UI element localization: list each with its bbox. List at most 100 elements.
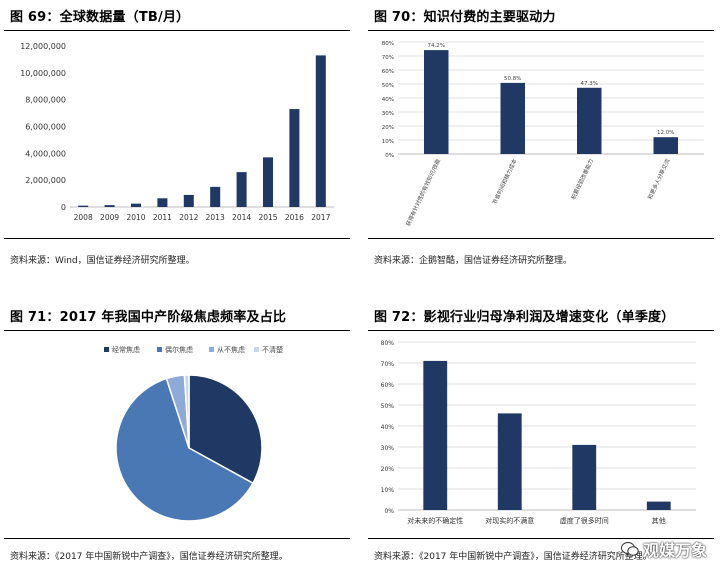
legend-label: 不清楚: [262, 345, 283, 354]
bar: [572, 444, 597, 510]
data-label: 50.8%: [504, 76, 521, 82]
x-tick-label: 2012: [179, 213, 198, 222]
x-tick-label: 2011: [153, 213, 172, 222]
title-rule: [4, 330, 350, 331]
y-tick-label: 50%: [381, 403, 395, 410]
y-tick-label: 10%: [382, 139, 394, 145]
data-label: 47.3%: [581, 81, 598, 87]
y-tick-label: 2,000,000: [25, 176, 66, 185]
chart-global-data-volume: 0 2,000,000 4,000,000 6,000,000 8,000,000 10,…: [20, 42, 334, 222]
pie-slice: [188, 374, 263, 485]
figure-title: 图 71：2017 年我国中产阶级焦虑频率及占比: [10, 310, 287, 325]
y-tick-label: 70%: [382, 55, 394, 61]
bar: [104, 205, 115, 207]
figure-title: 图 69：全球数据量（TB/月）: [10, 10, 190, 25]
y-tick-label: 80%: [382, 41, 394, 47]
x-tick-label: 2013: [206, 213, 225, 222]
legend-label: 偶尔焦虑: [165, 345, 193, 354]
pie-slice: [183, 374, 190, 449]
bar: [646, 501, 671, 510]
x-tick-label: 虚度了很多时间: [560, 516, 609, 525]
title-rule: [4, 30, 350, 31]
y-tick-label: 12,000,000: [20, 42, 66, 51]
bar: [210, 186, 221, 207]
title-rule: [368, 30, 714, 31]
y-tick-label: 80%: [381, 340, 395, 347]
y-tick-label: 6,000,000: [25, 123, 66, 132]
y-tick-label: 4,000,000: [25, 149, 66, 158]
legend-swatch: [209, 347, 214, 352]
data-label: 12.0%: [657, 130, 674, 136]
x-tick-label: 其他: [652, 516, 666, 525]
bar: [424, 50, 449, 154]
source-note: 资料来源：《2017 年中国新锐中产调查》，国信证券经济研究所整理。: [10, 552, 288, 562]
chart-film-industry-profit: 0% 10% 20% 30% 40% 50% 60% 70% 80% 对未来的不确定性 对现实的不满…: [381, 340, 696, 525]
chart-bottom-rule: [368, 538, 714, 539]
figure-title: 图 70：知识付费的主要驱动力: [374, 10, 556, 25]
x-tick-label: 2016: [285, 213, 304, 222]
y-tick-label: 10%: [381, 487, 395, 494]
panel-fig69: 图 69：全球数据量（TB/月） 0 2,000,000 4,000,000 6,00…: [4, 0, 350, 280]
panel-fig70: 图 70：知识付费的主要驱动力 0% 10% 20% 30% 40% 50% 60% 70% 8…: [368, 0, 714, 280]
y-tick-label: 8,000,000: [25, 96, 66, 105]
legend-swatch: [157, 347, 162, 352]
panel-fig72: 图 72：影视行业归母净利润及增速变化（单季度） 0% 10% 20% 30% 40% 5…: [368, 300, 714, 567]
bar: [157, 198, 168, 207]
x-tick-label: 对现实的不满意: [485, 516, 534, 525]
bar: [315, 55, 326, 208]
source-note: 资料来源：《2017 年中国新锐中产调查》，国信证券经济研究所整理。: [374, 552, 652, 562]
bar: [130, 203, 142, 207]
x-tick-label: 2017: [311, 213, 330, 222]
x-tick-label: 2008: [74, 213, 93, 222]
y-tick-label: 50%: [382, 83, 394, 89]
y-tick-label: 60%: [381, 382, 395, 389]
title-rule: [368, 330, 714, 331]
bar: [78, 205, 89, 207]
source-note: 资料来源：Wind，国信证券经济研究所整理。: [10, 256, 195, 266]
watermark: 观媒万象: [620, 537, 707, 561]
bar: [500, 82, 525, 154]
figure-title: 图 72：影视行业归母净利润及增速变化（单季度）: [374, 310, 675, 325]
bar: [183, 194, 194, 207]
x-tick-label: 获得有针对性的有效知识/技能: [404, 157, 442, 227]
y-tick-label: 20%: [381, 466, 395, 473]
chart-bottom-rule: [368, 238, 714, 239]
bar: [497, 413, 522, 510]
y-tick-label: 40%: [382, 97, 394, 103]
watermark-text: 观媒万象: [642, 541, 707, 560]
pie-slice: [115, 377, 254, 522]
y-tick-label: 10,000,000: [20, 69, 66, 78]
x-tick-label: 对未来的不确定性: [407, 516, 463, 525]
x-tick-label: 2009: [100, 213, 119, 222]
data-label: 74.2%: [428, 43, 445, 49]
bar: [423, 360, 448, 510]
x-tick-label: 2010: [126, 213, 145, 222]
legend-swatch: [254, 347, 259, 352]
wechat-icon: [620, 541, 639, 557]
y-tick-label: 40%: [381, 424, 395, 431]
bar: [262, 157, 274, 207]
y-tick-label: 60%: [382, 69, 394, 75]
bar: [577, 87, 602, 154]
y-tick-label: 20%: [382, 125, 394, 131]
y-tick-label: 70%: [381, 361, 395, 368]
bar: [653, 137, 678, 154]
y-tick-label: 0: [61, 203, 66, 212]
y-tick-label: 30%: [382, 111, 394, 117]
legend-swatch: [104, 347, 109, 352]
legend-label: 从不焦虑: [217, 345, 245, 354]
chart-bottom-rule: [4, 538, 350, 539]
y-tick-label: 0%: [385, 153, 394, 159]
bar: [236, 172, 247, 207]
chart-bottom-rule: [4, 238, 350, 239]
legend-label: 经常焦虑: [112, 345, 140, 354]
bar: [289, 109, 300, 207]
source-note: 资料来源：企鹅智酷，国信证券经济研究所整理。: [374, 256, 573, 266]
x-tick-label: 节省时间和精力成本: [490, 157, 518, 206]
chart-knowledge-payment-drivers: 0% 10% 20% 30% 40% 50% 60% 70% 80% 74.2% 获得有针对性的有效…: [382, 41, 704, 227]
y-tick-label: 30%: [381, 445, 395, 452]
chart-middle-class-anxiety: 经常焦虑 偶尔焦虑 从不焦虑 不清楚: [104, 345, 283, 522]
x-tick-label: 积累经验改善能力: [569, 157, 595, 200]
x-tick-label: 2015: [258, 213, 277, 222]
x-tick-label: 2014: [232, 213, 251, 222]
